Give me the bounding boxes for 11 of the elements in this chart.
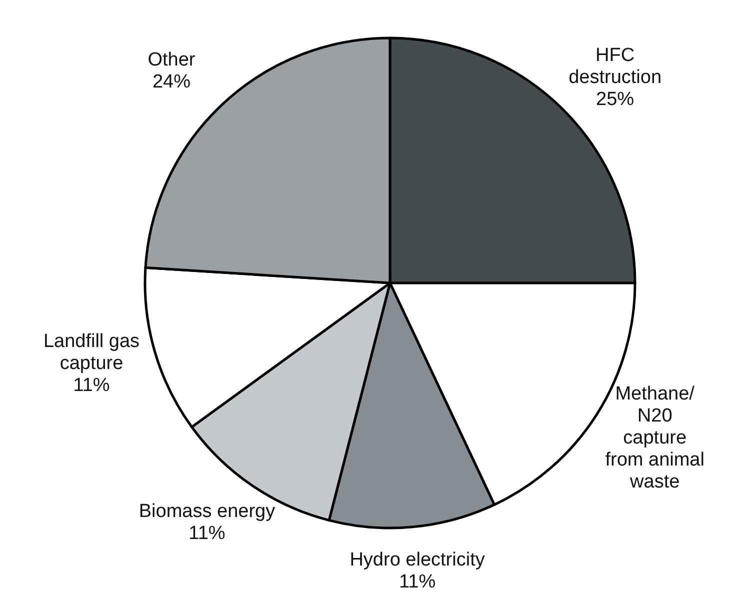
data-label: 24% <box>152 72 191 93</box>
slice-label: Methane/ N20 capture from animal waste <box>605 383 704 492</box>
data-label: 25% <box>596 88 634 110</box>
data-label: 11% <box>398 572 436 591</box>
slice-label: HFC destruction <box>568 44 662 88</box>
slice-label: Landfill gas capture <box>43 330 140 374</box>
data-label: 11% <box>188 522 226 544</box>
slice-label: Hydro electricity <box>350 550 486 571</box>
slice-label: Biomass energy <box>138 500 276 522</box>
slice-label: Other <box>148 50 196 71</box>
data-label: 11% <box>73 374 110 396</box>
